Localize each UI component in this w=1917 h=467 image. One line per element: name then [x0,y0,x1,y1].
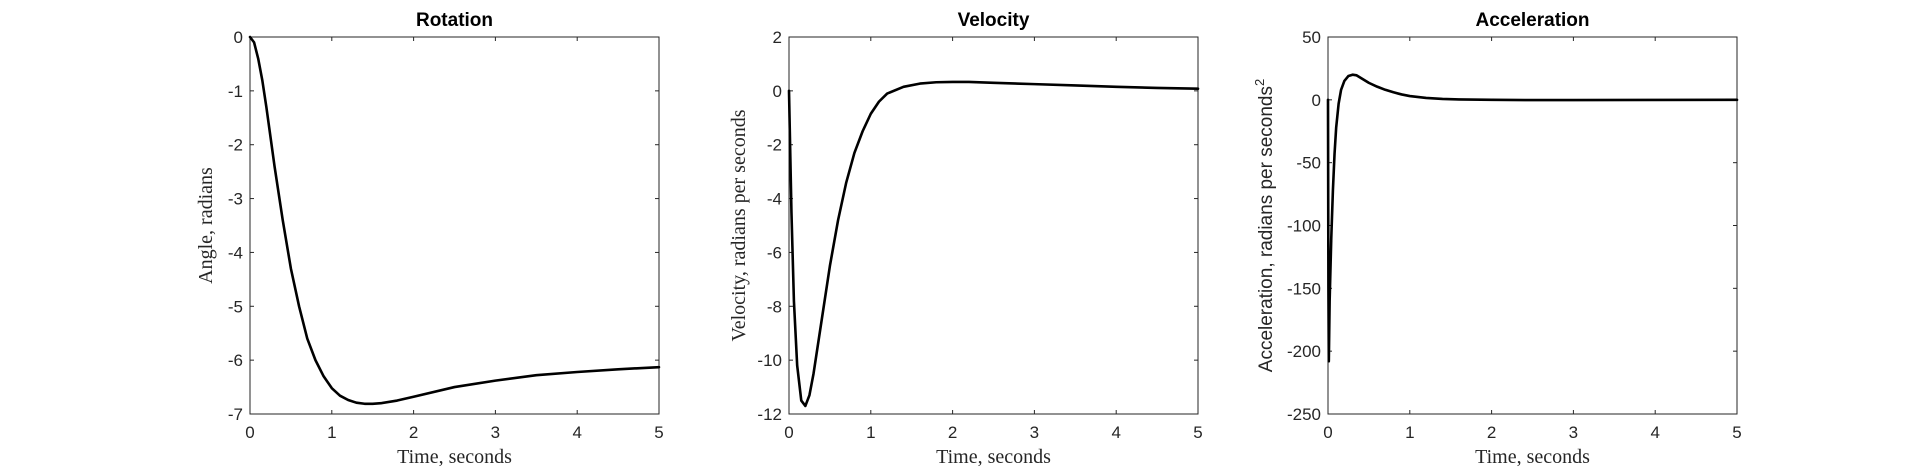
acceleration-y-label-text: Acceleration, radians per seconds [1256,86,1277,372]
acceleration-x-tick-label: 0 [1323,423,1332,442]
acceleration-title: Acceleration [1475,10,1589,31]
rotation-axes-box [249,36,660,415]
acceleration-chart: 0 1 2 3 4 5 50 0 -50 -100 -150 -200 -250 Acceleration… [1252,10,1742,467]
velocity-y-tick-label: 0 [773,82,782,101]
velocity-y-label-text: Velocity, radians per seconds [728,109,750,341]
velocity-y-tick-label: -8 [767,297,782,316]
velocity-y-label: Velocity, radians per seconds [728,109,750,341]
velocity-chart: 0 1 2 3 4 5 2 0 -2 -4 -6 -8 -10 -12 Velocity Time, seco… [728,10,1203,467]
rotation-y-tick-label: -6 [228,351,243,370]
acceleration-y-tick-label: 50 [1302,28,1321,47]
velocity-y-tick-label: -2 [767,136,782,155]
rotation-x-tick-label: 5 [654,423,663,442]
acceleration-series-line [1326,73,1739,363]
acceleration-x-label: Time, seconds [1475,446,1590,467]
rotation-y-tick-label: -3 [228,190,243,209]
velocity-x-tick-label: 4 [1111,423,1120,442]
velocity-axes-box [788,36,1199,415]
velocity-x-tick-label: 5 [1193,423,1202,442]
rotation-y-tick-label: 0 [234,28,243,47]
rotation-x-tick-label: 1 [327,423,336,442]
rotation-y-label: Angle, radians [195,167,217,284]
rotation-chart: 0 1 2 3 4 5 0 -1 -2 -3 -4 -5 -6 -7 Rotation Time, secon… [195,10,664,467]
rotation-y-label-text: Angle, radians [195,167,217,284]
acceleration-x-tick-label: 4 [1650,423,1659,442]
velocity-y-tick-label: -10 [757,351,782,370]
velocity-x-tick-label: 2 [948,423,957,442]
velocity-x-label: Time, seconds [936,446,1051,467]
velocity-y-tick-label: -12 [757,405,782,424]
rotation-y-tick-label: -2 [228,136,243,155]
acceleration-x-tick-label: 5 [1732,423,1741,442]
acceleration-y-tick-label: -250 [1287,405,1321,424]
velocity-y-tick-label: 2 [773,28,782,47]
acceleration-y-label-superscript: 2 [1252,79,1267,86]
rotation-x-tick-label: 3 [491,423,500,442]
velocity-y-tick-label: -4 [767,190,782,209]
acceleration-y-tick-label: -100 [1287,217,1321,236]
rotation-y-tick-label: -1 [228,82,243,101]
velocity-x-tick-label: 1 [866,423,875,442]
acceleration-x-tick-label: 3 [1569,423,1578,442]
acceleration-y-tick-label: -50 [1296,154,1321,173]
rotation-y-tick-label: -5 [228,297,243,316]
acceleration-y-label: Acceleration, radians per seconds2 [1252,79,1277,372]
rotation-x-label: Time, seconds [397,446,512,467]
velocity-title: Velocity [958,10,1030,31]
acceleration-y-tick-label: 0 [1312,91,1321,110]
velocity-x-tick-label: 0 [784,423,793,442]
rotation-x-tick-label: 0 [245,423,254,442]
velocity-x-tick-label: 3 [1030,423,1039,442]
acceleration-axes-box [1327,36,1738,415]
acceleration-y-tick-label: -200 [1287,342,1321,361]
rotation-series-line [248,35,661,406]
acceleration-x-tick-label: 2 [1487,423,1496,442]
acceleration-y-tick-label: -150 [1287,279,1321,298]
rotation-x-tick-label: 2 [409,423,418,442]
velocity-series-line [787,80,1200,408]
rotation-x-tick-label: 4 [572,423,581,442]
acceleration-x-tick-label: 1 [1405,423,1414,442]
rotation-y-tick-label: -7 [228,405,243,424]
rotation-y-tick-label: -4 [228,243,243,262]
velocity-y-tick-label: -6 [767,243,782,262]
rotation-title: Rotation [416,10,493,31]
